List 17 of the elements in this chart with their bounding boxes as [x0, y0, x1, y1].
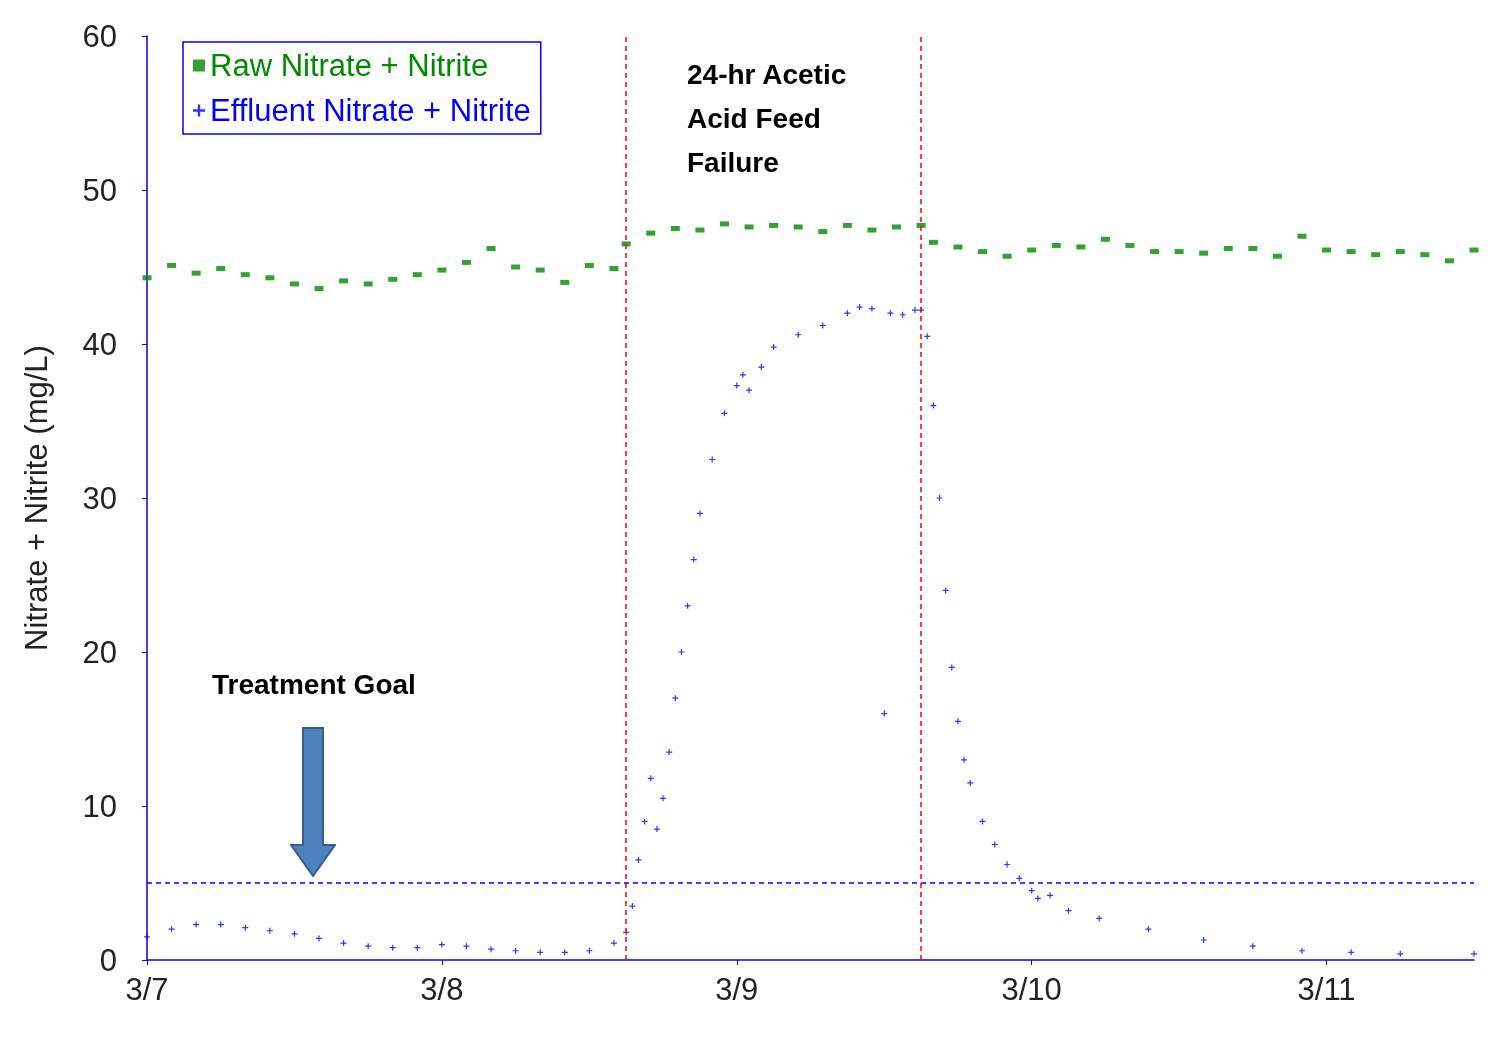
- annotation: Treatment Goal: [212, 668, 416, 700]
- y-tick-label: 50: [82, 172, 117, 208]
- legend-label: Effluent Nitrate + Nitrite: [210, 93, 531, 128]
- y-tick-label: 0: [99, 942, 117, 978]
- legend-label: Raw Nitrate + Nitrite: [210, 48, 489, 83]
- y-tick-label: 20: [82, 634, 117, 670]
- y-tick-label: 60: [82, 18, 117, 54]
- y-tick-label: 30: [82, 480, 117, 516]
- y-axis-title: Nitrate + Nitrite (mg/L): [19, 345, 54, 651]
- x-tick-label: 3/11: [1297, 972, 1356, 1007]
- x-tick-label: 3/7: [125, 972, 169, 1007]
- annotation: 24-hr Acetic Acid Feed Failure: [687, 58, 855, 178]
- y-tick-label: 10: [82, 788, 117, 824]
- x-tick-label: 3/9: [715, 972, 759, 1007]
- x-tick-label: 3/10: [1001, 972, 1062, 1007]
- x-tick-label: 3/8: [420, 972, 464, 1007]
- y-tick-label: 40: [82, 326, 117, 362]
